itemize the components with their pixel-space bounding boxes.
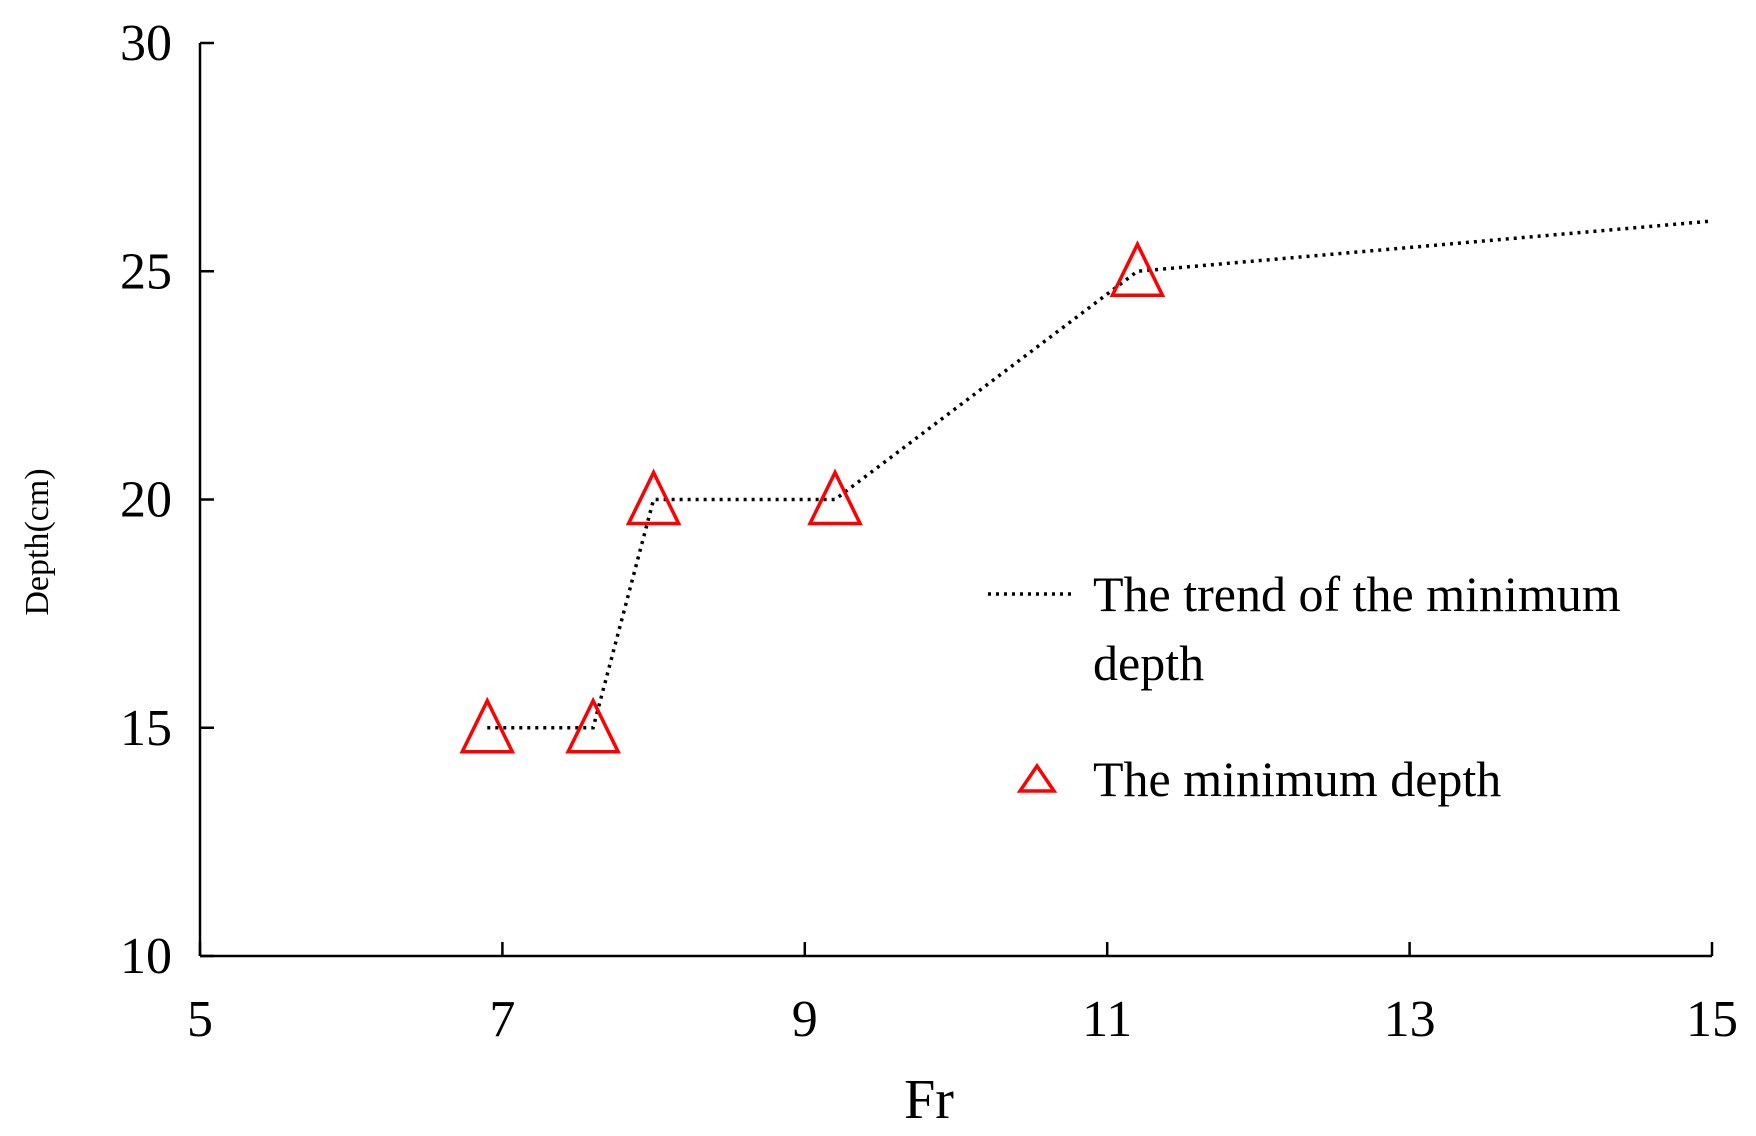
- x-tick-label: 5: [187, 991, 213, 1048]
- y-axis-title: Depth(cm): [19, 468, 56, 615]
- x-tick-label: 7: [489, 991, 515, 1048]
- ticks: 5 7 9 11 13 15 10 15 20 25 30: [120, 15, 1738, 1048]
- y-tick-label: 30: [120, 15, 172, 72]
- legend-label-trend-line1: The trend of the minimum: [1093, 566, 1621, 622]
- x-axis-title: Fr: [904, 1069, 954, 1131]
- trend-line: [487, 219, 1713, 730]
- legend-label-trend-line2: depth: [1093, 635, 1204, 691]
- data-point-triangle: [807, 468, 863, 526]
- y-tick-label: 25: [120, 243, 172, 300]
- data-point-triangle: [625, 468, 682, 526]
- x-tick-label: 13: [1384, 991, 1436, 1048]
- legend-label-marker: The minimum depth: [1093, 751, 1501, 807]
- axes: [198, 43, 1712, 958]
- y-tick-label: 15: [120, 700, 172, 757]
- legend-triangle-swatch: [1016, 762, 1058, 793]
- series-layer: [459, 219, 1713, 754]
- data-point-triangle: [459, 696, 516, 754]
- y-tick-label: 10: [120, 928, 172, 985]
- legend: The trend of the minimum depth The minim…: [988, 566, 1621, 807]
- data-point-triangle: [1109, 240, 1166, 297]
- x-tick-label: 9: [792, 991, 818, 1048]
- x-tick-label: 11: [1082, 991, 1132, 1048]
- data-point-triangle: [565, 696, 621, 754]
- x-tick-label: 15: [1686, 991, 1738, 1048]
- y-tick-label: 20: [120, 472, 172, 529]
